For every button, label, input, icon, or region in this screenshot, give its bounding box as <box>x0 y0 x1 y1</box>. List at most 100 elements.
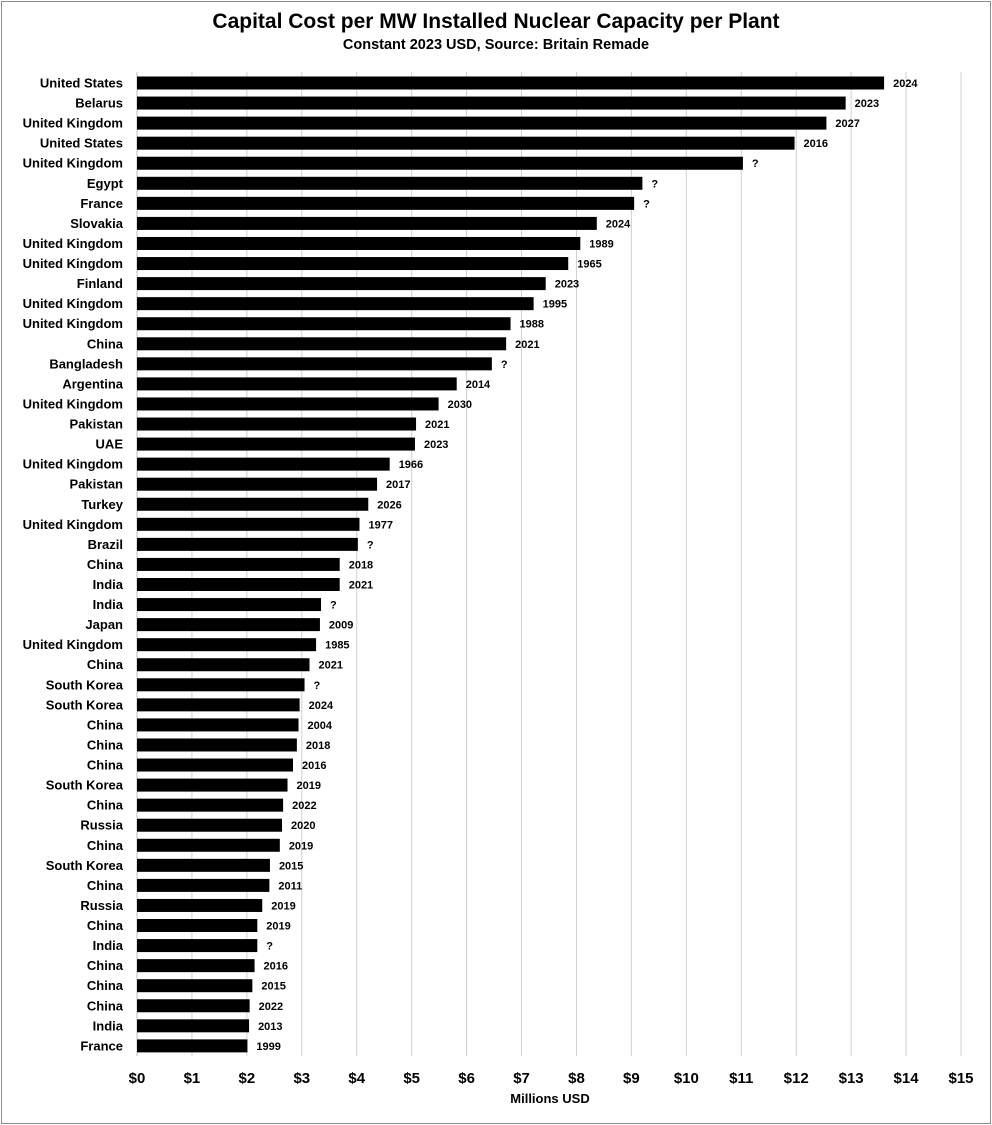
bars <box>137 76 885 1053</box>
bar <box>137 417 417 431</box>
bar <box>137 578 340 591</box>
bar <box>137 638 317 652</box>
category-label: United States <box>40 76 123 91</box>
bar <box>137 497 369 511</box>
x-tick-label: $0 <box>129 1070 146 1087</box>
category-label: China <box>87 998 124 1013</box>
bar <box>137 778 288 792</box>
category-label: UAE <box>96 437 124 452</box>
x-tick-label: $9 <box>623 1070 640 1087</box>
bar <box>137 76 885 90</box>
bar <box>137 718 299 732</box>
category-label: Slovakia <box>70 216 124 231</box>
data-label: ? <box>314 680 321 692</box>
data-label: 2021 <box>318 660 342 672</box>
data-label: ? <box>367 539 374 551</box>
data-label: ? <box>643 198 650 210</box>
data-label: 1977 <box>368 519 392 531</box>
data-label: 2023 <box>424 439 448 451</box>
category-label: United Kingdom <box>23 116 123 131</box>
bar <box>137 457 390 471</box>
bar <box>137 337 507 351</box>
category-label: South Korea <box>46 677 124 692</box>
data-label: 2027 <box>835 118 859 130</box>
data-label: 2016 <box>302 760 326 772</box>
category-label: United Kingdom <box>23 296 123 311</box>
data-label: ? <box>266 941 273 953</box>
category-label: Finland <box>77 276 123 291</box>
bar <box>137 96 846 110</box>
x-tick-label: $13 <box>839 1070 864 1087</box>
bar <box>137 818 283 832</box>
category-label: Brazil <box>88 537 123 552</box>
bar <box>137 1019 250 1033</box>
bar <box>137 297 534 311</box>
bar <box>137 437 415 451</box>
data-label: 2015 <box>279 860 303 872</box>
category-label: India <box>93 1018 124 1033</box>
data-label: ? <box>501 359 508 371</box>
bar <box>137 156 743 170</box>
data-label: 1965 <box>577 259 601 271</box>
data-label: 2019 <box>297 780 321 792</box>
chart-title: Capital Cost per MW Installed Nuclear Ca… <box>212 10 780 33</box>
category-label: China <box>87 336 124 351</box>
data-label: 2018 <box>349 559 373 571</box>
bar <box>137 698 300 712</box>
category-label: United Kingdom <box>23 396 123 411</box>
x-tick-label: $12 <box>784 1070 809 1087</box>
data-label: ? <box>752 158 759 170</box>
x-tick-label: $7 <box>513 1070 530 1087</box>
bar <box>137 196 635 210</box>
category-label: South Korea <box>46 697 124 712</box>
data-label: 2026 <box>377 499 401 511</box>
data-label: 2024 <box>606 218 631 230</box>
bar <box>137 979 253 993</box>
category-label: China <box>87 918 124 933</box>
category-label: China <box>87 798 124 813</box>
category-label: Egypt <box>87 176 124 191</box>
category-label: Pakistan <box>70 477 124 492</box>
category-label: Pakistan <box>70 417 124 432</box>
bar <box>137 1039 248 1053</box>
data-label: 1988 <box>520 319 544 331</box>
data-label: 2019 <box>266 921 290 933</box>
data-label: ? <box>330 600 337 612</box>
category-label: China <box>87 878 124 893</box>
data-label: 2030 <box>448 399 472 411</box>
bar <box>137 798 284 812</box>
data-label: 2023 <box>555 279 579 291</box>
category-label: United Kingdom <box>23 316 123 331</box>
bar <box>137 618 320 632</box>
bar <box>137 758 294 772</box>
x-tick-label: $10 <box>674 1070 699 1087</box>
data-labels: 2024 2023 2027 2016??? 2024 1989 1965 2023 1995 1… <box>256 78 918 1053</box>
category-label: China <box>87 758 124 773</box>
category-label: China <box>87 657 124 672</box>
bar <box>137 397 439 411</box>
x-tick-labels: $0 $1 $2 $3 $4 $5 $6 $7 $8 $9 $10 $11 $12 $13 $14 $15 <box>129 1070 974 1087</box>
data-label: 1995 <box>543 299 567 311</box>
bar <box>137 537 358 551</box>
chart-subtitle: Constant 2023 USD, Source: Britain Remad… <box>342 37 650 53</box>
data-label: 2016 <box>264 961 288 973</box>
bar <box>137 176 643 190</box>
data-label: 2019 <box>271 900 295 912</box>
data-label: 2024 <box>893 78 918 90</box>
bar <box>137 317 511 331</box>
category-label: United States <box>40 136 123 151</box>
data-label: 2021 <box>515 339 539 351</box>
x-tick-label: $3 <box>293 1070 310 1087</box>
bar <box>137 678 305 692</box>
bar <box>137 959 255 973</box>
category-label: United Kingdom <box>23 457 123 472</box>
bar <box>137 838 280 852</box>
bar <box>137 377 457 391</box>
data-label: 2017 <box>386 479 410 491</box>
data-label: 1989 <box>589 238 613 250</box>
data-label: 2014 <box>466 379 491 391</box>
category-label: China <box>87 557 124 572</box>
x-tick-label: $1 <box>184 1070 201 1087</box>
data-label: 2024 <box>309 700 334 712</box>
data-label: 2021 <box>425 419 449 431</box>
